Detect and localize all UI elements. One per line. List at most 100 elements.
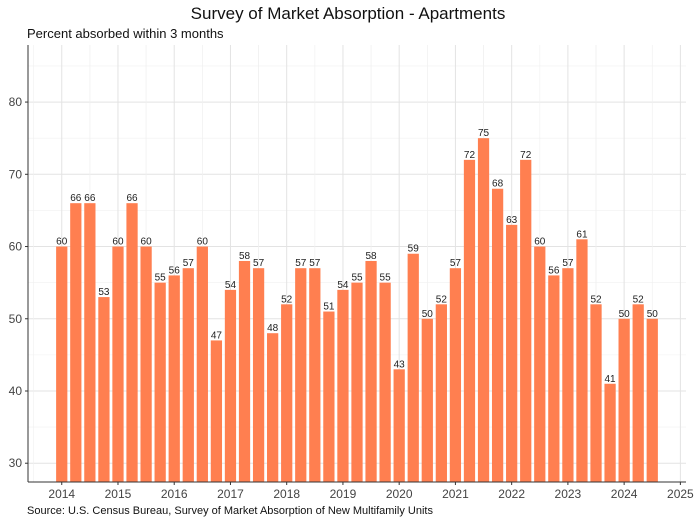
bar xyxy=(590,304,602,482)
bar xyxy=(210,340,223,482)
data-label: 68 xyxy=(492,179,504,190)
x-tick-label: 2025 xyxy=(667,487,694,501)
bar xyxy=(435,304,447,482)
data-label: 52 xyxy=(281,294,293,305)
data-label: 54 xyxy=(337,280,349,291)
bar xyxy=(295,268,307,482)
bar xyxy=(84,203,96,483)
data-label: 66 xyxy=(84,193,96,204)
data-label: 54 xyxy=(225,280,237,291)
x-tick-label: 2023 xyxy=(555,487,582,501)
bar xyxy=(576,239,588,482)
bar xyxy=(379,282,391,482)
chart-title: Survey of Market Absorption - Apartments xyxy=(190,4,506,23)
data-label: 60 xyxy=(141,237,153,248)
data-label: 60 xyxy=(112,237,124,248)
data-label: 50 xyxy=(647,309,659,320)
source-note: Source: U.S. Census Bureau, Survey of Ma… xyxy=(27,505,433,517)
data-label: 57 xyxy=(295,258,307,269)
bar xyxy=(168,275,180,482)
x-tick-label: 2014 xyxy=(48,487,75,501)
data-label: 58 xyxy=(239,251,251,262)
y-tick-label: 70 xyxy=(9,167,23,181)
data-label: 52 xyxy=(633,294,645,305)
data-label: 66 xyxy=(126,193,138,204)
bar xyxy=(196,246,208,482)
x-tick-label: 2021 xyxy=(442,487,469,501)
data-label: 60 xyxy=(534,237,546,248)
data-label: 50 xyxy=(422,309,434,320)
y-tick-label: 80 xyxy=(9,95,23,109)
data-label: 47 xyxy=(211,330,223,341)
bar xyxy=(463,159,476,482)
x-tick-label: 2018 xyxy=(273,487,300,501)
bar xyxy=(562,268,574,482)
bar xyxy=(449,268,462,482)
bar xyxy=(421,318,433,482)
data-label: 57 xyxy=(309,258,321,269)
data-label: 61 xyxy=(576,229,588,240)
data-label: 55 xyxy=(380,273,392,284)
y-tick-label: 30 xyxy=(9,456,23,470)
bar xyxy=(281,304,293,482)
bar xyxy=(140,246,152,482)
data-label: 72 xyxy=(464,150,476,161)
x-tick-label: 2015 xyxy=(105,487,132,501)
bar xyxy=(491,188,504,483)
bar xyxy=(393,369,405,482)
data-label: 57 xyxy=(450,258,462,269)
bar xyxy=(309,268,321,482)
y-tick-label: 50 xyxy=(9,312,23,326)
bar xyxy=(252,268,265,482)
data-label: 56 xyxy=(169,265,181,276)
data-label: 57 xyxy=(562,258,574,269)
data-label: 50 xyxy=(619,309,631,320)
data-label: 52 xyxy=(590,294,602,305)
x-tick-label: 2020 xyxy=(386,487,413,501)
bar xyxy=(548,275,560,482)
bar xyxy=(126,203,138,483)
bar xyxy=(632,304,644,482)
data-label: 59 xyxy=(408,244,420,255)
data-label: 63 xyxy=(506,215,518,226)
data-label: 41 xyxy=(605,374,617,385)
bar xyxy=(604,383,616,482)
data-label: 55 xyxy=(155,273,167,284)
data-label: 51 xyxy=(323,302,335,313)
x-tick-label: 2022 xyxy=(498,487,525,501)
bar xyxy=(267,333,279,482)
bar xyxy=(98,297,110,482)
bar xyxy=(351,282,363,482)
x-tick-label: 2024 xyxy=(611,487,638,501)
bar xyxy=(407,253,419,482)
data-label: 57 xyxy=(253,258,265,269)
data-label: 43 xyxy=(394,359,406,370)
data-label: 58 xyxy=(365,251,377,262)
bar xyxy=(365,260,377,482)
bar xyxy=(182,268,194,482)
data-label: 72 xyxy=(520,150,532,161)
data-label: 60 xyxy=(197,237,209,248)
x-tick-label: 2016 xyxy=(161,487,188,501)
bar xyxy=(154,282,166,482)
data-label: 56 xyxy=(548,265,560,276)
bar xyxy=(224,289,237,482)
bar xyxy=(506,224,518,482)
x-tick-label: 2017 xyxy=(217,487,244,501)
bar xyxy=(520,159,532,482)
bar xyxy=(238,260,251,482)
data-label: 53 xyxy=(98,287,110,298)
bar xyxy=(323,311,335,482)
bar xyxy=(646,318,658,482)
data-label: 75 xyxy=(478,128,490,139)
x-tick-label: 2019 xyxy=(330,487,357,501)
data-label: 57 xyxy=(183,258,195,269)
data-label: 60 xyxy=(56,237,68,248)
bar xyxy=(112,246,124,482)
bar xyxy=(477,138,490,482)
data-label: 66 xyxy=(70,193,82,204)
chart-subtitle: Percent absorbed within 3 months xyxy=(27,26,224,41)
bar xyxy=(534,246,546,482)
data-label: 55 xyxy=(351,273,363,284)
